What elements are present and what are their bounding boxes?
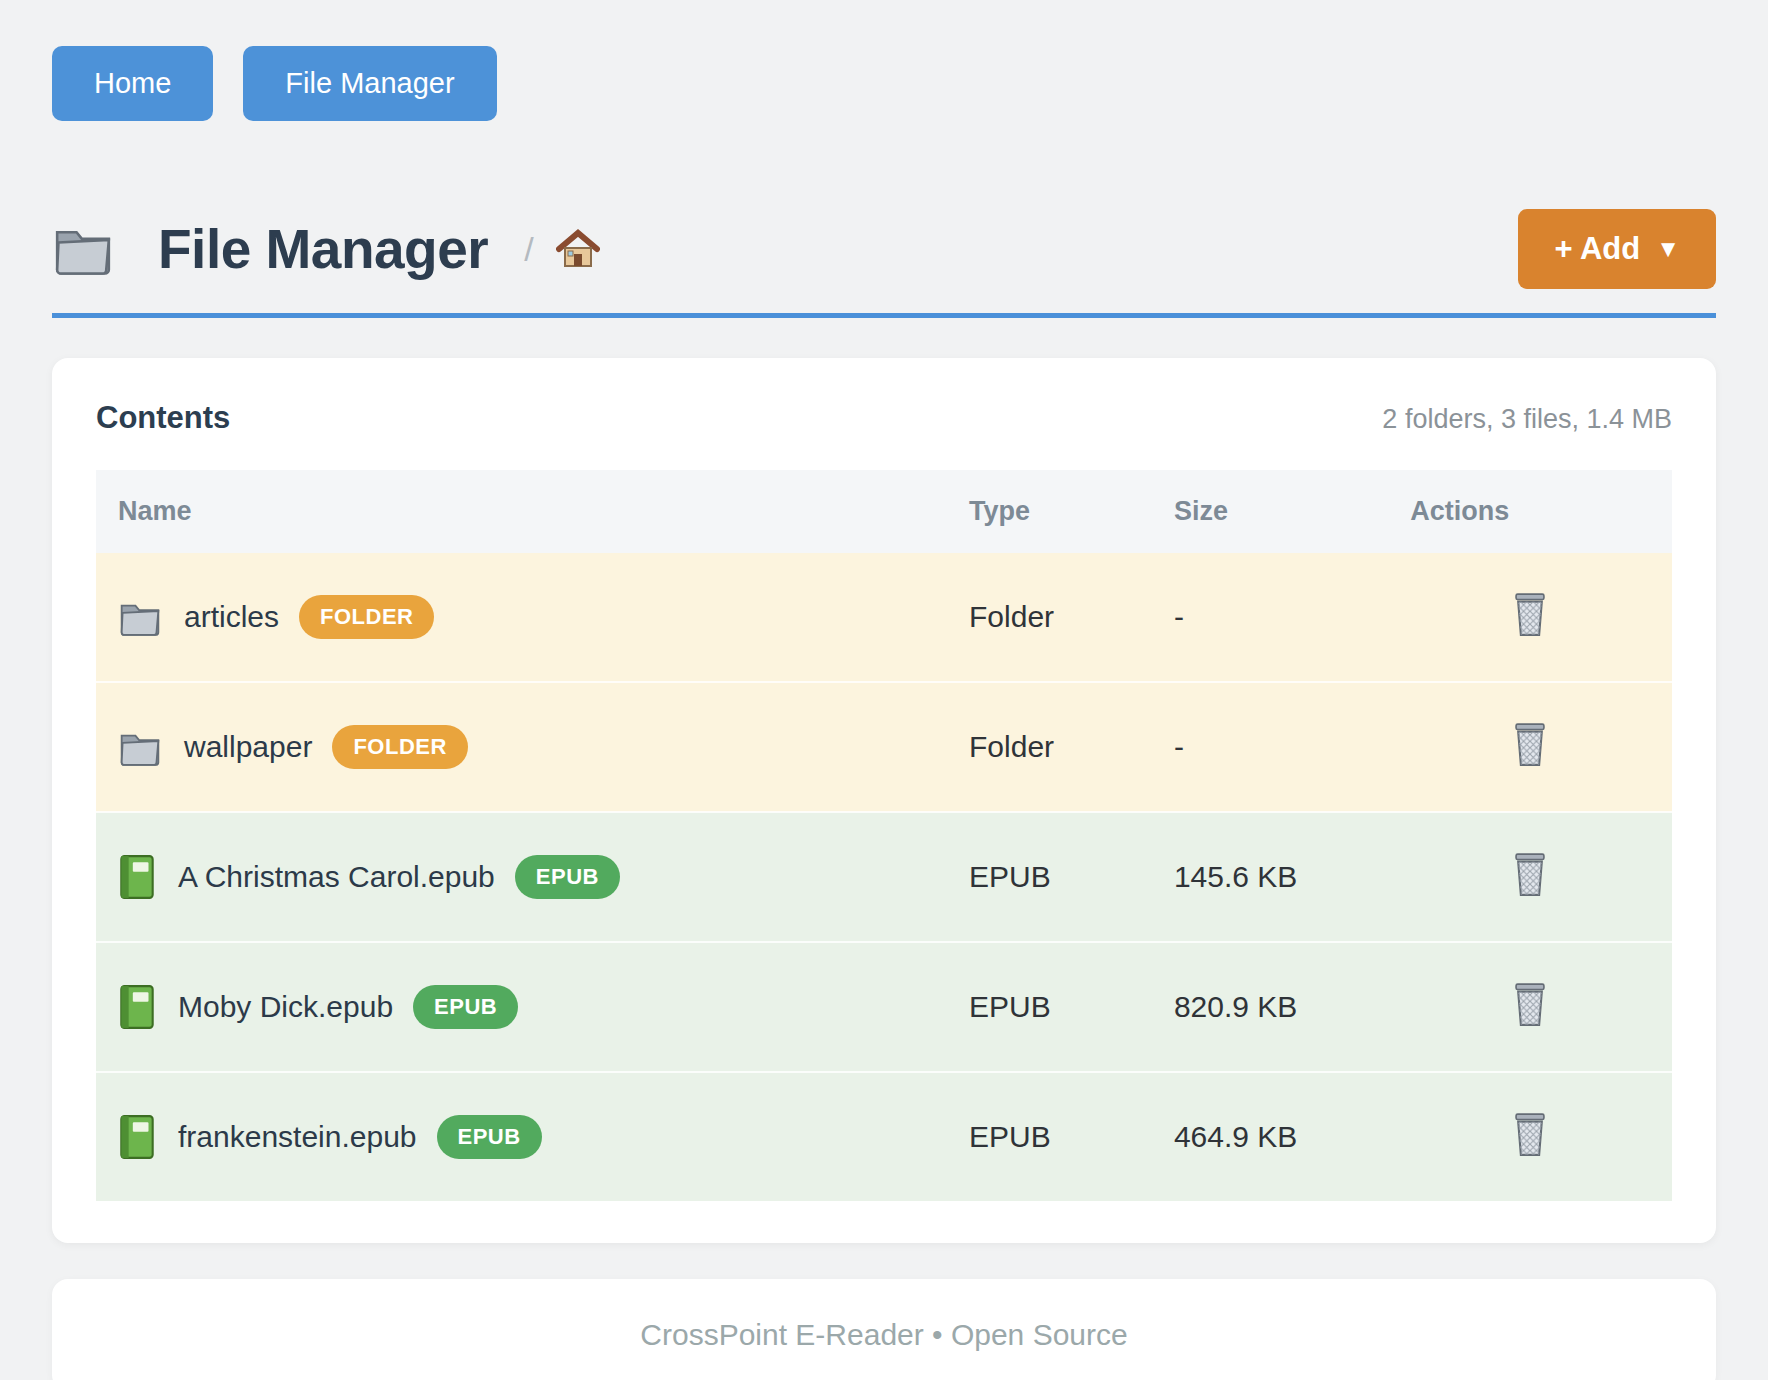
folder-link[interactable]: articles: [184, 600, 279, 634]
green-book-icon: [118, 984, 156, 1030]
green-book-icon: [118, 854, 156, 900]
epub-badge: EPUB: [413, 985, 518, 1029]
header-divider: [52, 313, 1716, 318]
folder-icon: [118, 599, 162, 636]
chevron-down-icon: ▼: [1656, 235, 1680, 263]
delete-button[interactable]: [1508, 980, 1552, 1029]
footer-text: CrossPoint E-Reader • Open Source: [640, 1318, 1127, 1352]
table-row: articles FOLDER Folder -: [96, 553, 1672, 682]
file-link[interactable]: frankenstein.epub: [178, 1120, 417, 1154]
contents-summary: 2 folders, 3 files, 1.4 MB: [1382, 404, 1672, 435]
add-button-label: + Add: [1554, 231, 1640, 267]
size-cell: -: [1152, 682, 1388, 812]
type-cell: EPUB: [947, 812, 1152, 942]
folder-link[interactable]: wallpaper: [184, 730, 312, 764]
top-nav: Home File Manager: [52, 46, 1716, 121]
home-button[interactable]: Home: [52, 46, 213, 121]
type-cell: Folder: [947, 682, 1152, 812]
house-icon[interactable]: [556, 228, 600, 270]
title-group: File Manager /: [52, 217, 622, 281]
delete-button[interactable]: [1508, 1110, 1552, 1159]
column-header-name: Name: [96, 470, 947, 553]
size-cell: -: [1152, 553, 1388, 682]
contents-heading: Contents: [96, 400, 230, 436]
add-button[interactable]: + Add ▼: [1518, 209, 1716, 289]
size-cell: 464.9 KB: [1152, 1072, 1388, 1201]
file-link[interactable]: Moby Dick.epub: [178, 990, 393, 1024]
type-cell: EPUB: [947, 1072, 1152, 1201]
trash-icon: [1510, 722, 1550, 767]
epub-badge: EPUB: [515, 855, 620, 899]
page-header: File Manager / + Add ▼: [52, 209, 1716, 289]
trash-icon: [1510, 982, 1550, 1027]
file-link[interactable]: A Christmas Carol.epub: [178, 860, 495, 894]
epub-badge: EPUB: [437, 1115, 542, 1159]
file-manager-button[interactable]: File Manager: [243, 46, 496, 121]
contents-card: Contents 2 folders, 3 files, 1.4 MB Name…: [52, 358, 1716, 1243]
folder-icon: [52, 223, 114, 275]
delete-button[interactable]: [1508, 850, 1552, 899]
size-cell: 145.6 KB: [1152, 812, 1388, 942]
file-table: Name Type Size Actions: [96, 470, 1672, 1201]
page-title: File Manager: [158, 217, 488, 281]
trash-icon: [1510, 852, 1550, 897]
delete-button[interactable]: [1508, 590, 1552, 639]
table-row: frankenstein.epub EPUB EPUB 464.9 KB: [96, 1072, 1672, 1201]
type-cell: EPUB: [947, 942, 1152, 1072]
breadcrumb-separator: /: [524, 230, 533, 269]
delete-button[interactable]: [1508, 720, 1552, 769]
trash-icon: [1510, 592, 1550, 637]
type-cell: Folder: [947, 553, 1152, 682]
contents-card-header: Contents 2 folders, 3 files, 1.4 MB: [96, 400, 1672, 436]
footer-card: CrossPoint E-Reader • Open Source: [52, 1279, 1716, 1380]
folder-icon: [118, 729, 162, 766]
column-header-type: Type: [947, 470, 1152, 553]
table-header-row: Name Type Size Actions: [96, 470, 1672, 553]
trash-icon: [1510, 1112, 1550, 1157]
folder-badge: FOLDER: [299, 595, 434, 639]
table-row: Moby Dick.epub EPUB EPUB 820.9 KB: [96, 942, 1672, 1072]
page: Home File Manager File Manager /: [0, 0, 1768, 1380]
folder-badge: FOLDER: [332, 725, 467, 769]
green-book-icon: [118, 1114, 156, 1160]
table-row: wallpaper FOLDER Folder -: [96, 682, 1672, 812]
column-header-actions: Actions: [1388, 470, 1672, 553]
size-cell: 820.9 KB: [1152, 942, 1388, 1072]
column-header-size: Size: [1152, 470, 1388, 553]
table-row: A Christmas Carol.epub EPUB EPUB 145.6 K…: [96, 812, 1672, 942]
